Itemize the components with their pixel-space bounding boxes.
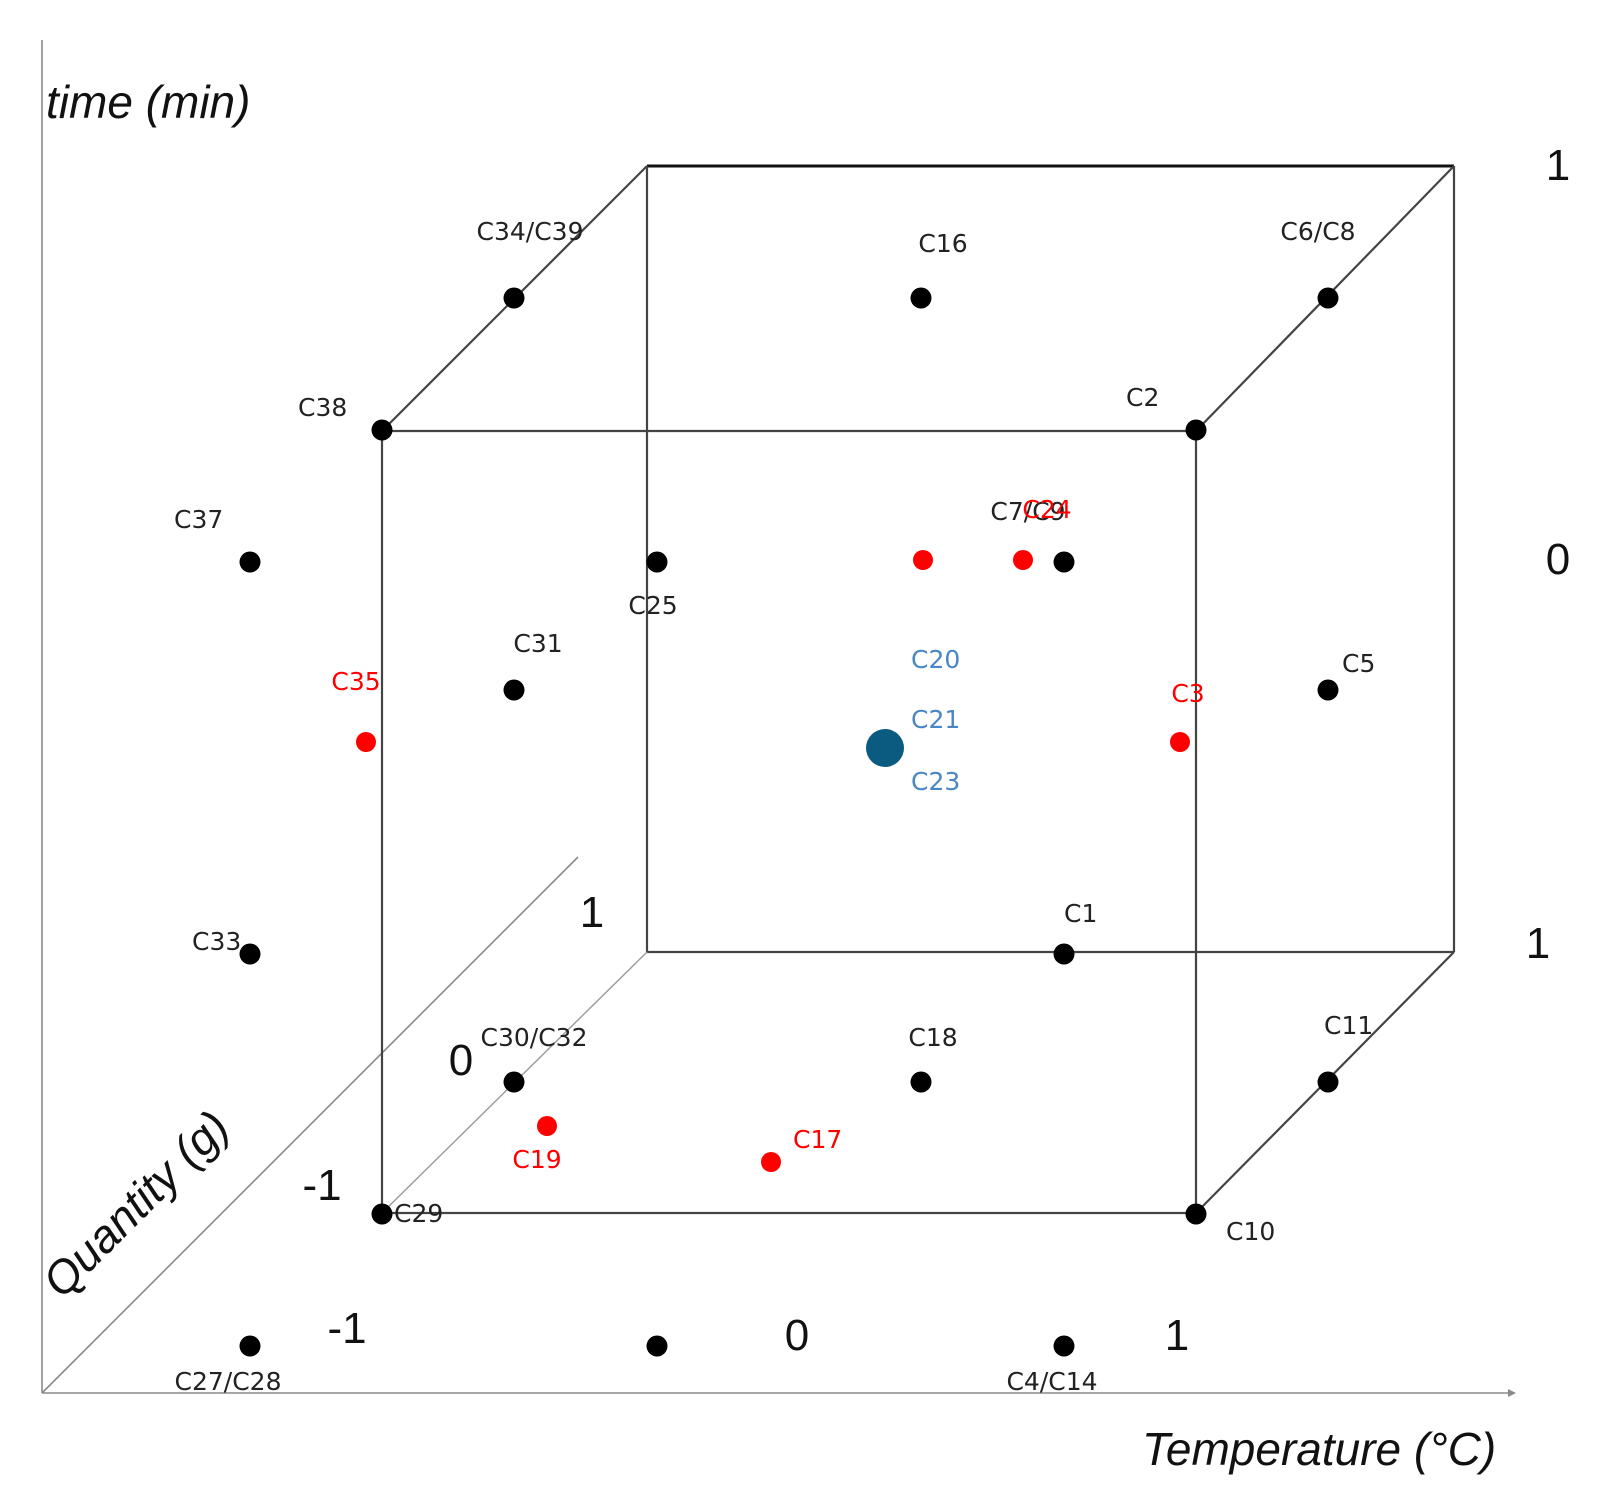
factorial-point-c25: [646, 551, 668, 573]
point-label-c6-c8: C6/C8: [1280, 217, 1355, 246]
temperature-tick-1: 1: [1165, 1311, 1189, 1360]
quantity-axis-title: Quantity (g): [32, 1100, 239, 1307]
temperature-axis-arrow: [1508, 1389, 1516, 1397]
point-label-c20: C20: [911, 645, 960, 674]
factorial-point-unlabeled: [646, 1335, 668, 1357]
point-label-c30-c32: C30/C32: [481, 1023, 588, 1052]
point-label-c25: C25: [628, 591, 677, 620]
axial-point-c35: [356, 732, 376, 752]
factorial-point-c5: [1317, 679, 1339, 701]
point-label-c37: C37: [174, 505, 223, 534]
factorial-point-c11: [1317, 1071, 1339, 1093]
time-axis-title: time (min): [46, 76, 250, 128]
point-label-c17: C17: [793, 1125, 842, 1154]
quantity-tick-neg1: -1: [302, 1161, 341, 1210]
factorial-point-c38: [371, 419, 393, 441]
point-label-c27-c28: C27/C28: [175, 1367, 282, 1396]
point-label-c23: C23: [911, 767, 960, 796]
time-tick-middle: 0: [1546, 535, 1570, 584]
point-label-c34-c39: C34/C39: [477, 217, 584, 246]
factorial-point-c4-c14: [1053, 1335, 1075, 1357]
factorial-point-c34-c39: [503, 287, 525, 309]
temperature-axis-title: Temperature (°C): [1142, 1423, 1496, 1475]
point-label-c4-c14: C4/C14: [1006, 1367, 1097, 1396]
factorial-point-c6-c8: [1317, 287, 1339, 309]
point-label-c3: C3: [1171, 679, 1204, 708]
factorial-point-c29: [371, 1203, 393, 1225]
factorial-point-c1: [1053, 943, 1075, 965]
factorial-point-c10: [1185, 1203, 1207, 1225]
axes: [41, 40, 1516, 1397]
cube-edges: [380, 164, 1456, 1215]
factorial-point-c2: [1185, 419, 1207, 441]
axial-point-c17: [761, 1152, 781, 1172]
center-point: [866, 729, 904, 767]
factorial-point-c37: [239, 551, 261, 573]
point-label-c21: C21: [911, 705, 960, 734]
point-label-c16: C16: [918, 229, 967, 258]
factorial-point-c7-c9: [1053, 551, 1075, 573]
point-label-c38: C38: [298, 393, 347, 422]
point-label-c1: C1: [1064, 899, 1097, 928]
axial-point-c24: [1013, 550, 1033, 570]
axial-point-c19: [537, 1116, 557, 1136]
factorial-point-c33: [239, 943, 261, 965]
temperature-tick-0: 0: [785, 1311, 809, 1360]
point-label-c19: C19: [512, 1145, 561, 1174]
axial-point-c3: [1170, 732, 1190, 752]
time-tick-bottom: 1: [1526, 919, 1550, 968]
point-label-c29: C29: [394, 1199, 443, 1228]
time-tick-top: 1: [1546, 141, 1570, 190]
factorial-point-c27-c28: [239, 1335, 261, 1357]
factorial-point-c18: [910, 1071, 932, 1093]
point-label-c33: C33: [192, 927, 241, 956]
factorial-point-c30-c32: [503, 1071, 525, 1093]
point-label-c5: C5: [1342, 649, 1375, 678]
quantity-tick-1: 1: [580, 888, 604, 937]
quantity-tick-0: 0: [449, 1036, 473, 1085]
point-label-c11: C11: [1324, 1011, 1373, 1040]
point-label-c35: C35: [331, 667, 380, 696]
factorial-point-c16: [910, 287, 932, 309]
point-label-c31: C31: [513, 629, 562, 658]
point-label-c18: C18: [908, 1023, 957, 1052]
quantity-axis-line: [41, 856, 579, 1394]
axial-point-unlabeled: [913, 550, 933, 570]
temperature-tick-neg1: -1: [327, 1304, 366, 1353]
point-label-c7-c9: C7/C9: [990, 497, 1065, 526]
point-label-c24: C24: [1022, 495, 1071, 524]
point-label-c10: C10: [1226, 1217, 1275, 1246]
point-label-c2: C2: [1126, 383, 1159, 412]
factorial-point-c31: [503, 679, 525, 701]
